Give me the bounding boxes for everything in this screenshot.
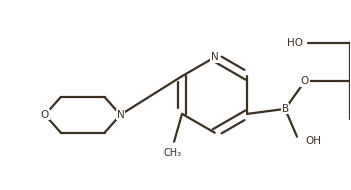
Text: B: B [282, 104, 289, 114]
Text: N: N [117, 110, 124, 120]
Text: O: O [41, 110, 49, 120]
Text: N: N [211, 52, 219, 62]
Text: O: O [301, 76, 309, 86]
Text: CH₃: CH₃ [163, 148, 181, 158]
Text: OH: OH [305, 136, 321, 146]
Text: HO: HO [287, 38, 303, 48]
